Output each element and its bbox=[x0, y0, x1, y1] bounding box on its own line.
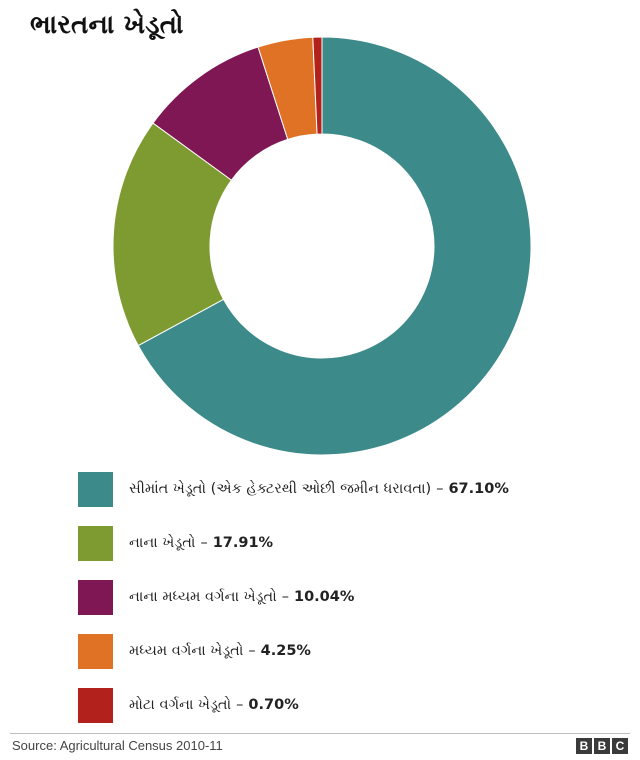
legend-separator: – bbox=[248, 643, 256, 659]
legend-item-semi-medium: નાના મધ્યમ વર્ગના ખેડૂતો –10.04% bbox=[78, 570, 618, 624]
legend-separator: – bbox=[281, 589, 289, 605]
legend-value: 10.04% bbox=[293, 589, 355, 605]
legend-separator: – bbox=[436, 481, 444, 497]
donut-chart bbox=[112, 36, 532, 456]
legend-value: 4.25% bbox=[260, 643, 311, 659]
chart-title: ભારતના ખેડૂતો bbox=[30, 10, 184, 40]
legend-label: નાના મધ્યમ વર્ગના ખેડૂતો bbox=[129, 589, 277, 605]
legend-item-small: નાના ખેડૂતો –17.91% bbox=[78, 516, 618, 570]
legend-item-marginal: સીમાંત ખેડૂતો (એક હેક્ટરથી ઓછી જમીન ધરાવ… bbox=[78, 462, 618, 516]
legend-label: મધ્યમ વર્ગના ખેડૂતો bbox=[129, 643, 244, 659]
legend-label: સીમાંત ખેડૂતો (એક હેક્ટરથી ઓછી જમીન ધરાવ… bbox=[129, 481, 432, 497]
legend-separator: – bbox=[236, 697, 244, 713]
legend-swatch bbox=[78, 687, 113, 723]
legend-swatch bbox=[78, 579, 113, 615]
legend-value: 17.91% bbox=[212, 535, 274, 551]
logo-letter: B bbox=[576, 738, 592, 754]
bbc-logo: B B C bbox=[576, 738, 628, 754]
legend-item-medium: મધ્યમ વર્ગના ખેડૂતો –4.25% bbox=[78, 624, 618, 678]
legend-value: 0.70% bbox=[248, 697, 299, 713]
legend-label: મોટા વર્ગના ખેડૂતો bbox=[129, 697, 232, 713]
footer-divider bbox=[10, 733, 630, 734]
legend: સીમાંત ખેડૂતો (એક હેક્ટરથી ઓછી જમીન ધરાવ… bbox=[78, 462, 618, 732]
legend-item-large: મોટા વર્ગના ખેડૂતો –0.70% bbox=[78, 678, 618, 732]
donut-slice-1 bbox=[137, 36, 532, 456]
legend-value: 67.10% bbox=[448, 481, 509, 497]
donut-slice-2 bbox=[112, 122, 233, 347]
legend-swatch bbox=[78, 525, 113, 561]
legend-swatch bbox=[78, 471, 113, 507]
source-note: Source: Agricultural Census 2010-11 bbox=[12, 738, 223, 753]
logo-letter: B bbox=[594, 738, 610, 754]
legend-swatch bbox=[78, 633, 113, 669]
legend-label: નાના ખેડૂતો bbox=[129, 535, 196, 551]
logo-letter: C bbox=[612, 738, 628, 754]
donut-slice-5 bbox=[312, 36, 323, 135]
legend-separator: – bbox=[200, 535, 208, 551]
